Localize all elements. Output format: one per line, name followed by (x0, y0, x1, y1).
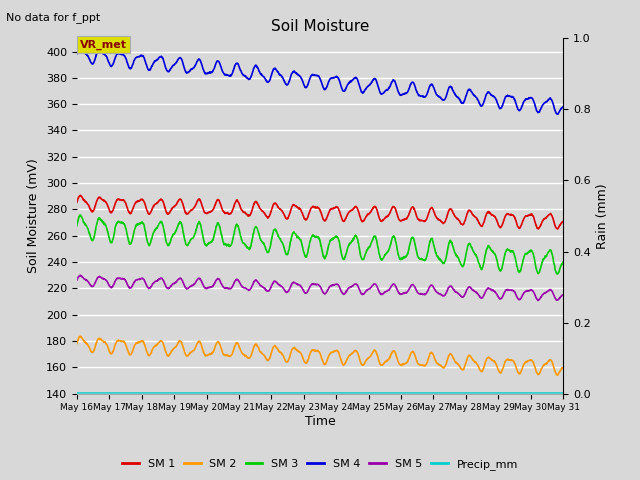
Title: Soil Moisture: Soil Moisture (271, 20, 369, 35)
X-axis label: Time: Time (305, 415, 335, 428)
Legend: SM 1, SM 2, SM 3, SM 4, SM 5, Precip_mm: SM 1, SM 2, SM 3, SM 4, SM 5, Precip_mm (118, 455, 522, 474)
Text: No data for f_ppt: No data for f_ppt (6, 12, 100, 23)
Y-axis label: Soil Moisture (mV): Soil Moisture (mV) (28, 158, 40, 274)
Y-axis label: Rain (mm): Rain (mm) (596, 183, 609, 249)
Text: VR_met: VR_met (80, 40, 127, 50)
